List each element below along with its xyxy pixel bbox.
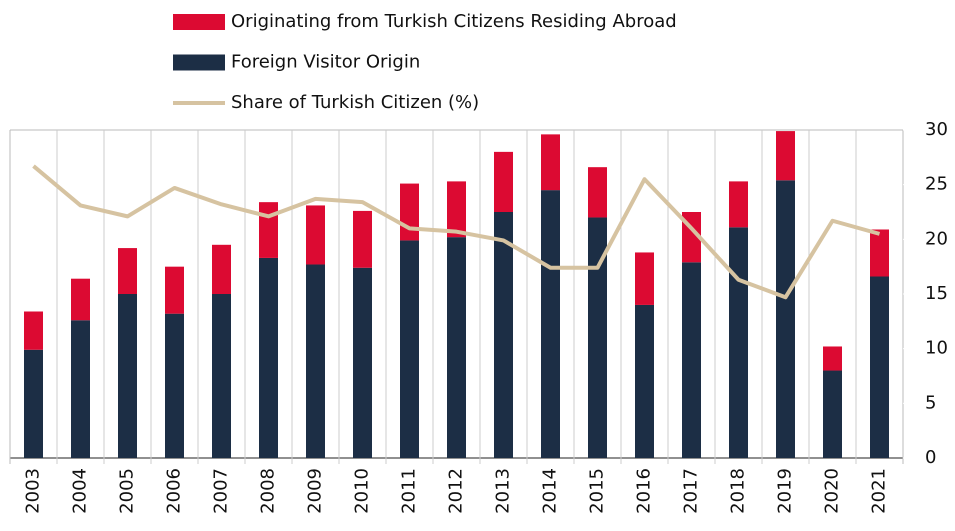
line-series <box>32 164 881 300</box>
bar-segment <box>353 267 372 458</box>
y-tick-label: 10 <box>925 338 948 359</box>
bar-segment <box>165 266 184 314</box>
bar-segment <box>71 320 90 458</box>
x-tick-label: 2014 <box>540 468 561 514</box>
bar-segment <box>776 180 795 458</box>
bar-segment <box>870 276 889 458</box>
x-tick-label: 2008 <box>258 468 279 514</box>
legend-label: Share of Turkish Citizen (%) <box>231 92 479 113</box>
y-tick-label: 20 <box>925 228 948 249</box>
bar-segment <box>494 151 513 212</box>
x-tick-label: 2012 <box>446 468 467 514</box>
x-tick-label: 2009 <box>305 468 326 514</box>
x-tick-label: 2004 <box>70 468 91 514</box>
bar-segment <box>400 240 419 458</box>
bar-segment <box>588 217 607 458</box>
bar-segment <box>306 205 325 265</box>
legend-label: Originating from Turkish Citizens Residi… <box>231 11 677 32</box>
bar-segment <box>400 183 419 241</box>
bar-segment <box>541 190 560 458</box>
legend-swatch <box>173 54 225 71</box>
legend-label: Foreign Visitor Origin <box>231 52 420 73</box>
bar-segment <box>24 349 43 458</box>
bar-segment <box>353 210 372 268</box>
legend-swatch <box>173 14 225 30</box>
x-tick-label: 2005 <box>117 468 138 514</box>
x-tick-label: 2015 <box>587 468 608 514</box>
bar-segment <box>635 304 654 458</box>
bar-segment <box>71 278 90 321</box>
bar-segment <box>541 134 560 191</box>
bar-segment <box>823 370 842 458</box>
bar-segment <box>823 346 842 371</box>
bar-segment <box>494 212 513 458</box>
y-tick-label: 30 <box>925 119 948 140</box>
bar-segment <box>776 131 795 181</box>
x-tick-label: 2018 <box>728 468 749 514</box>
bar-segment <box>259 202 278 258</box>
y-tick-label: 15 <box>925 283 948 304</box>
x-tick-label: 2006 <box>164 468 185 514</box>
bar-segment <box>682 262 701 458</box>
x-tick-label: 2011 <box>399 468 420 514</box>
bar-segment <box>635 252 654 305</box>
bar-segment <box>447 181 466 238</box>
bar-segment <box>165 313 184 458</box>
bar-segment <box>870 229 889 277</box>
bar-segment <box>588 167 607 218</box>
y-tick-label: 25 <box>925 174 948 195</box>
x-tick-label: 2013 <box>493 468 514 514</box>
x-tick-label: 2016 <box>634 468 655 514</box>
bar-segment <box>447 237 466 458</box>
y-tick-label: 5 <box>925 392 936 413</box>
x-tick-label: 2007 <box>211 468 232 514</box>
bar-segment <box>212 244 231 294</box>
x-tick-label: 2019 <box>775 468 796 514</box>
bar-segment <box>729 181 748 228</box>
x-tick-label: 2020 <box>822 468 843 514</box>
bar-segment <box>259 257 278 458</box>
bar-segment <box>118 294 137 458</box>
bar-segment <box>729 227 748 458</box>
x-tick-label: 2003 <box>23 468 44 514</box>
bar-segment <box>24 311 43 350</box>
x-tick-label: 2010 <box>352 468 373 514</box>
x-tick-label: 2021 <box>869 468 890 514</box>
y-tick-label: 0 <box>925 447 936 468</box>
bar-segment <box>212 294 231 458</box>
bar-segment <box>118 248 137 294</box>
bar-segment <box>306 264 325 458</box>
x-tick-label: 2017 <box>681 468 702 514</box>
